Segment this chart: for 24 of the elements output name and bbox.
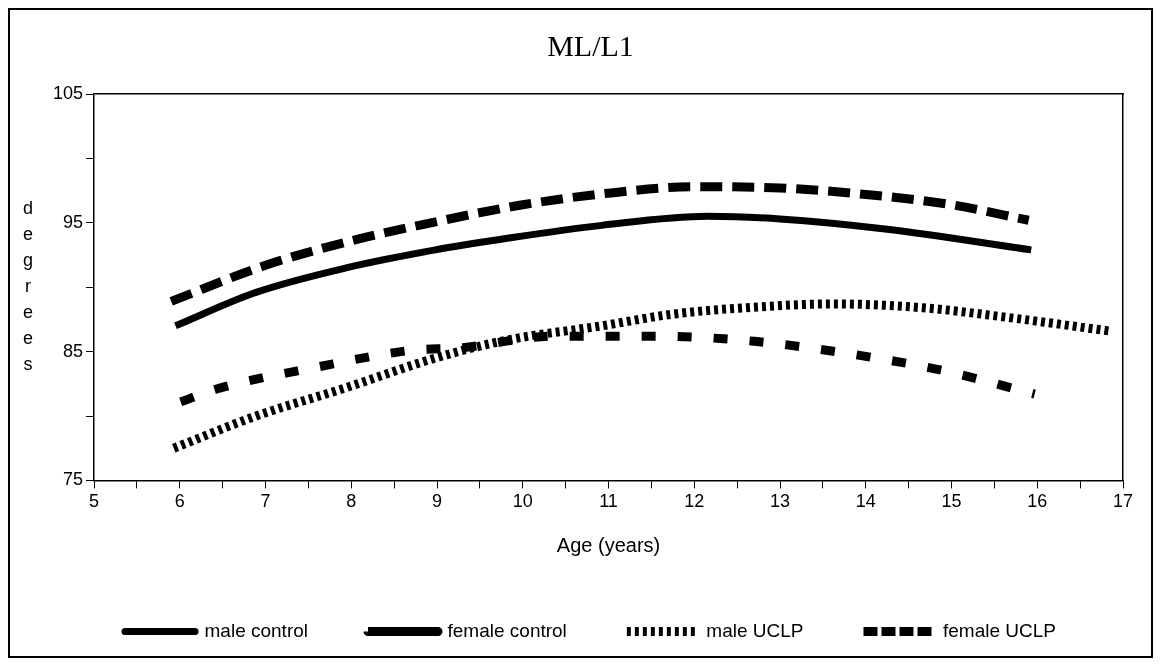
y-tick-label: 85 bbox=[63, 340, 84, 361]
x-tick-label: 13 bbox=[770, 491, 791, 512]
chart-title: ML/L1 bbox=[547, 28, 634, 62]
x-tick-label: 5 bbox=[89, 491, 100, 512]
x-tick-label: 15 bbox=[941, 491, 962, 512]
x-tick-label: 6 bbox=[174, 491, 185, 512]
x-tick-label: 8 bbox=[346, 491, 357, 512]
x-tick-label: 14 bbox=[855, 491, 876, 512]
x-axis-title: Age (years) bbox=[556, 533, 661, 556]
legend-label: female UCLP bbox=[942, 619, 1056, 641]
legend-label: male control bbox=[204, 619, 309, 641]
y-tick-label: 95 bbox=[63, 211, 84, 232]
x-tick-label: 11 bbox=[599, 491, 618, 512]
x-tick-label: 9 bbox=[432, 491, 443, 512]
legend-label: male UCLP bbox=[706, 619, 804, 641]
y-axis-title: degrees bbox=[22, 198, 34, 375]
x-tick-label: 10 bbox=[512, 491, 533, 512]
x-tick-label: 7 bbox=[260, 491, 271, 512]
x-tick-label: 16 bbox=[1027, 491, 1048, 512]
y-tick-label: 105 bbox=[52, 82, 84, 103]
x-tick-label: 17 bbox=[1112, 491, 1134, 512]
legend-label: female control bbox=[447, 619, 567, 641]
x-tick-label: 12 bbox=[684, 491, 705, 512]
y-tick-label: 75 bbox=[63, 469, 84, 490]
